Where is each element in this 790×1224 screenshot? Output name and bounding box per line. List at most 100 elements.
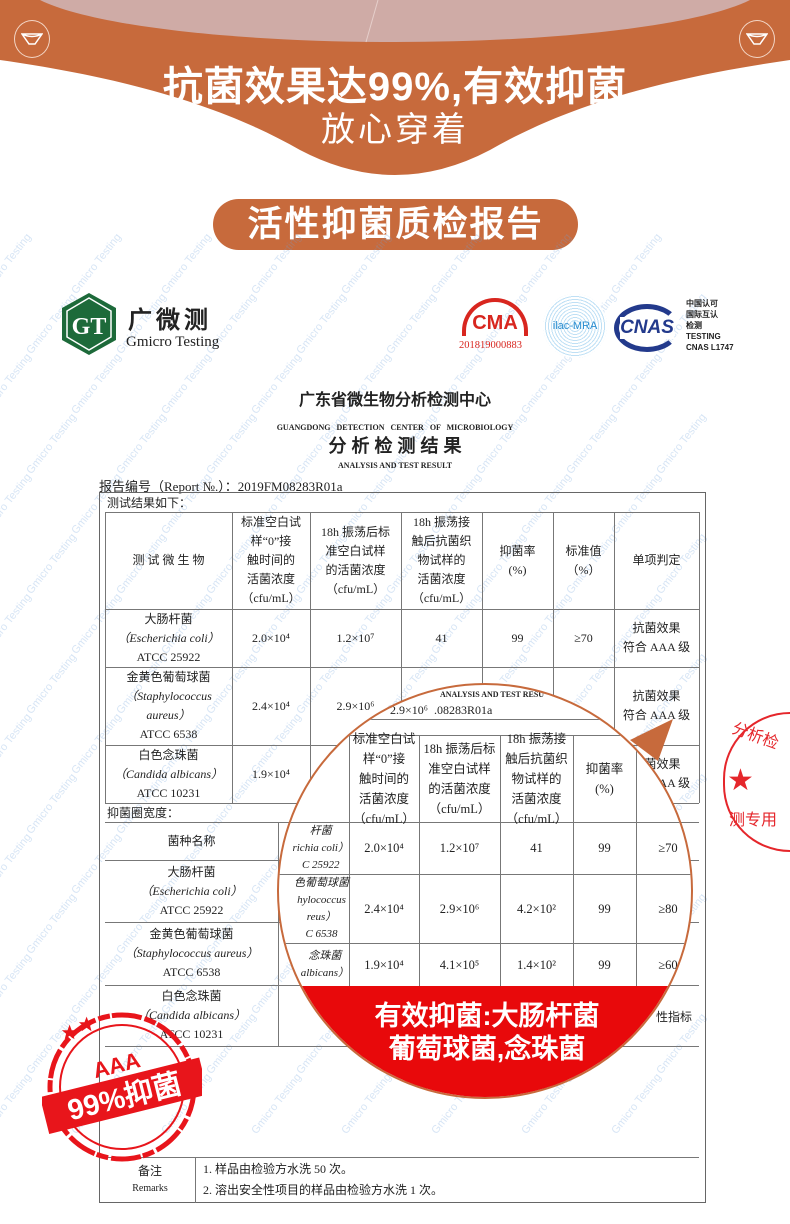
table-cell-blank0: 1.9×10⁴ bbox=[252, 766, 290, 781]
zone-label: 抑菌圈宽度： bbox=[107, 805, 180, 820]
cnas-label: CNAS bbox=[620, 317, 674, 339]
magnified-report-no: 2.9×10⁶ .08283R01a bbox=[390, 703, 493, 717]
remark-item: 1. 样品由检验方水洗 50 次。 bbox=[203, 1162, 354, 1176]
organism-latin: （Candida albicans） bbox=[136, 1008, 246, 1022]
aaa-stamp: AAA 99%抑菌 bbox=[42, 1012, 202, 1162]
remarks-label: 备注 Remarks bbox=[105, 1160, 195, 1200]
watermark-text: Gmicro Testing bbox=[384, 291, 439, 357]
watermark-text: Gmicro Testing bbox=[609, 231, 664, 297]
magnified-header: 标准空白试 样“0”接 触时间的 活菌浓度 （cfu/mL） bbox=[352, 731, 416, 826]
table-rule bbox=[482, 512, 483, 803]
table-rule bbox=[699, 512, 700, 803]
table-cell-rate: 99 bbox=[511, 630, 524, 645]
arrow-pointer-icon bbox=[630, 719, 673, 761]
watermark-text: Gmicro Testing bbox=[0, 231, 34, 297]
table-rule bbox=[279, 943, 691, 944]
table-rule bbox=[614, 512, 615, 803]
watermark-text: Gmicro Testing bbox=[24, 891, 79, 957]
organism-name: 白色念珠菌 bbox=[161, 989, 222, 1003]
table-rule bbox=[105, 512, 106, 803]
table-rule bbox=[553, 512, 554, 803]
cnas-logo: CNAS bbox=[614, 304, 680, 352]
magnified-cell-blank18: 1.2×10⁷ bbox=[439, 841, 480, 855]
magnified-header: 抑菌率 (%) bbox=[585, 761, 624, 796]
cnas-line: CNAS L1747 bbox=[686, 343, 734, 352]
column-header: 单项判定 bbox=[632, 553, 681, 567]
table-cell-standard: ≥70 bbox=[574, 630, 593, 645]
table-rule bbox=[573, 735, 574, 986]
magnified-partial-name: 色葡萄球菌 hylococcus reus） C 6538 bbox=[294, 876, 349, 940]
column-header: 抑菌率 (%) bbox=[499, 543, 536, 577]
column-header: 标准空白试 样“0”接 触时间的 活菌浓度 （cfu/mL） bbox=[240, 515, 301, 605]
table-rule bbox=[105, 1157, 699, 1158]
watermark-text: Gmicro Testing bbox=[0, 951, 34, 1017]
organism-strain: ATCC 25922 bbox=[136, 649, 201, 664]
magnified-cell-sample18: 41 bbox=[530, 841, 543, 855]
organism-strain: ATCC 6538 bbox=[162, 965, 221, 979]
underwear-icon bbox=[739, 20, 775, 58]
table-cell-verdict: 抗菌效果 符合 AAA 级 bbox=[622, 689, 691, 722]
table-cell-blank0: 2.4×10⁴ bbox=[252, 698, 290, 713]
ilac-label: ilac-MRA bbox=[552, 320, 598, 332]
table-rule bbox=[279, 719, 691, 720]
zone-header: 菌种名称 bbox=[167, 833, 216, 848]
underwear-icon bbox=[14, 20, 50, 58]
organism-latin: （Staphylococcus aureus） bbox=[125, 689, 212, 722]
headline: 抗菌效果达99%,有效抑菌 bbox=[162, 65, 628, 109]
table-cell-verdict: 抗菌效果 符合 AAA 级 bbox=[622, 621, 691, 654]
report-title-cn: 分 析 检 测 结 果 bbox=[328, 436, 462, 456]
magnified-cell-standard: ≥60 bbox=[658, 957, 678, 972]
magnified-cell-blank0: 1.9×10⁴ bbox=[364, 957, 404, 972]
table-rule bbox=[195, 1157, 196, 1203]
magnified-cell-standard: ≥80 bbox=[658, 901, 678, 916]
table-cell-sample18: 41 bbox=[435, 630, 448, 645]
report-number: 报告编号（Report №.）：2019FM08283R01a bbox=[99, 479, 343, 494]
magnified-cell-blank0: 2.0×10⁴ bbox=[364, 841, 404, 855]
column-header: 18h 振荡接 触后抗菌织 物试样的 活菌浓度 （cfu/mL） bbox=[411, 515, 472, 605]
results-label: 测试结果如下： bbox=[107, 496, 192, 510]
table-rule bbox=[500, 735, 501, 986]
table-row-organism: 大肠杆菌 （Escherichia coli） ATCC 25922 bbox=[105, 609, 232, 667]
magnifier-callout: ANALYSIS AND TEST RESU 2.9×10⁶ .08283R01a… bbox=[277, 683, 693, 1099]
magnified-cell-sample18: 1.4×10² bbox=[517, 957, 556, 972]
magnified-partial-name: 杆菌 richia coli） C 25922 bbox=[292, 824, 349, 871]
table-rule bbox=[636, 735, 637, 986]
side-stamp-bottom: 测专用 bbox=[729, 812, 778, 829]
magnified-cell-rate: 99 bbox=[598, 957, 611, 972]
organism-name: 白色念珠菌 bbox=[138, 747, 199, 762]
organism-latin: （Staphylococcus aureus） bbox=[124, 946, 259, 960]
organism-strain: ATCC 10231 bbox=[136, 785, 201, 800]
magnified-cell-standard: ≥70 bbox=[658, 841, 678, 855]
organism-latin: （Escherichia coli） bbox=[140, 883, 243, 898]
table-rule bbox=[105, 512, 699, 513]
table-rule bbox=[279, 874, 691, 875]
logo-name-cn: 广微测 bbox=[128, 307, 212, 334]
magnified-cell-rate: 99 bbox=[598, 901, 611, 916]
watermark-text: Gmicro Testing bbox=[0, 831, 34, 897]
table-rule bbox=[310, 512, 311, 803]
watermark-text: Gmicro Testing bbox=[0, 471, 34, 537]
gmicro-logo-icon: GT bbox=[62, 293, 116, 355]
organism-latin: （Candida albicans） bbox=[113, 766, 223, 781]
organism-name: 金黄色葡萄球菌 bbox=[149, 927, 234, 941]
table-rule bbox=[105, 609, 699, 610]
column-header: 标准值 （%） bbox=[565, 543, 602, 577]
table-rule bbox=[349, 735, 350, 986]
watermark-text: Gmicro Testing bbox=[159, 231, 214, 297]
magnified-cell-blank0: 2.4×10⁴ bbox=[364, 901, 404, 916]
zone-row-organism: 大肠杆菌 （Escherichia coli） ATCC 25922 bbox=[105, 860, 278, 922]
organism-name: 金黄色葡萄球菌 bbox=[126, 670, 211, 684]
callout-band: 有效抑菌:大肠杆菌 葡萄球菌,念珠菌 bbox=[279, 986, 691, 1097]
section-title: 活性抑菌质检报告 bbox=[213, 199, 578, 250]
cnas-line: 国际互认 bbox=[686, 310, 718, 319]
remarks-label-en: Remarks bbox=[132, 1183, 168, 1194]
magnified-cell-rate: 99 bbox=[598, 841, 611, 855]
watermark-text: Gmicro Testing bbox=[0, 1071, 34, 1137]
cma-code: 201819000883 bbox=[459, 340, 522, 351]
table-rule bbox=[401, 512, 402, 803]
zone-row-organism: 白色念珠菌 （Candida albicans） ATCC 10231 bbox=[105, 985, 278, 1046]
callout-text: 葡萄球菌,念珠菌 bbox=[388, 1034, 586, 1064]
subheadline: 放心穿着 bbox=[321, 111, 469, 149]
remarks-label-cn: 备注 bbox=[137, 1164, 162, 1178]
column-header: 18h 振荡后标 准空白试样 的活菌浓度 （cfu/mL） bbox=[320, 524, 390, 596]
